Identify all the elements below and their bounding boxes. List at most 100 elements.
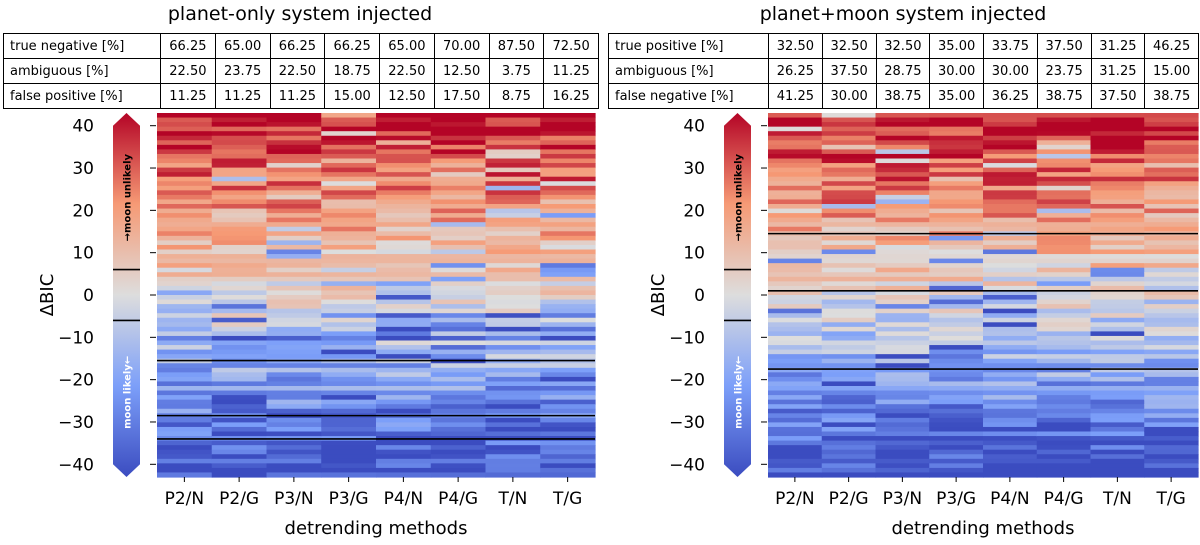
y-tick-label: 0 <box>694 286 705 306</box>
heatmap-cell <box>983 426 1038 433</box>
heatmap-cell <box>211 240 268 246</box>
heatmap-cell <box>376 204 432 210</box>
heatmap-cell <box>875 408 930 414</box>
heatmap-cell <box>983 381 1038 387</box>
heatmap-cell <box>875 331 930 337</box>
y-tick-label: 40 <box>72 117 94 137</box>
heatmap-cell <box>1144 208 1199 214</box>
heatmap-cell <box>211 181 268 187</box>
heatmap-cell <box>768 304 823 310</box>
heatmap-cell <box>1144 340 1199 346</box>
y-tick-label: −40 <box>669 455 705 475</box>
x-tick-label: P3/G <box>936 489 976 509</box>
heatmap-cell <box>1036 204 1092 210</box>
heatmap-cell <box>1036 122 1092 128</box>
heatmap-cell <box>266 313 322 319</box>
heatmap-cell <box>1144 199 1199 205</box>
heatmap-cell <box>1036 440 1092 446</box>
heatmap-cell <box>768 399 823 405</box>
stats-row-label: ambiguous [%] <box>608 58 769 84</box>
heatmap-cell <box>875 308 930 314</box>
heatmap-cell <box>983 422 1038 428</box>
heatmap-cell <box>321 217 377 223</box>
heatmap-cell <box>540 386 596 392</box>
heatmap-cell <box>983 431 1038 437</box>
heatmap-cell <box>485 149 541 155</box>
heatmap-cell <box>211 263 268 269</box>
heatmap-cell <box>376 322 432 328</box>
heatmap-cell <box>929 144 984 150</box>
heatmap-cell <box>485 185 541 191</box>
heatmap-cell <box>266 417 322 423</box>
heatmap-cell <box>157 131 213 137</box>
heatmap-cell <box>540 167 596 173</box>
heatmap-cell <box>430 153 487 160</box>
heatmap-cell <box>768 181 823 187</box>
y-tick-label: 10 <box>683 244 705 264</box>
heatmap-cell <box>430 263 487 269</box>
heatmap-cell <box>1036 386 1092 392</box>
heatmap-cell <box>540 194 596 201</box>
heatmap-cell <box>321 381 377 387</box>
heatmap-cell <box>929 235 984 241</box>
stats-row: false positive [%] 11.25 11.25 11.25 15.00 12… <box>3 83 599 109</box>
heatmap-cell <box>485 135 541 141</box>
heatmap-cell <box>157 163 213 169</box>
heatmap-cell <box>875 213 930 219</box>
heatmap-cell <box>821 263 877 269</box>
heatmap-cell <box>540 204 596 210</box>
heatmap-cell <box>875 217 930 223</box>
heatmap-cell <box>929 263 984 269</box>
heatmap-cell <box>821 417 877 423</box>
heatmap-cell <box>485 208 541 214</box>
stats-cell: 31.25 <box>1090 33 1146 59</box>
heatmap-cell <box>430 285 487 292</box>
heatmap-cell <box>821 463 877 469</box>
heatmap-cell <box>485 467 541 474</box>
heatmap-cell <box>485 395 541 401</box>
heatmap-cell <box>1090 204 1145 210</box>
stats-cell: 38.75 <box>1036 83 1092 109</box>
heatmap-cell <box>983 317 1038 323</box>
heatmap-cell <box>821 176 877 182</box>
heatmap-cell <box>266 240 322 246</box>
heatmap-cell <box>321 440 377 446</box>
heatmap-cell <box>430 367 487 373</box>
heatmap-cell <box>430 467 487 474</box>
heatmap-cell <box>1144 304 1199 310</box>
heatmap-cell <box>1144 399 1199 405</box>
heatmap-cell <box>1090 417 1145 423</box>
heatmap-cell <box>1036 153 1092 160</box>
heatmap-cell <box>1036 358 1092 364</box>
heatmap-cell <box>821 395 877 401</box>
heatmap-cell <box>929 285 984 292</box>
heatmap-cell <box>430 304 487 310</box>
x-tick-label: P2/N <box>775 489 815 509</box>
heatmap-cell <box>1090 172 1145 178</box>
heatmap-cell <box>821 235 877 241</box>
heatmap-cell <box>321 354 377 360</box>
heatmap-cell <box>540 240 596 246</box>
heatmap-cell <box>376 308 432 314</box>
heatmap-cell <box>1144 308 1199 314</box>
heatmap-cell <box>768 126 823 132</box>
heatmap-cell <box>485 295 541 301</box>
x-tick-label: P3/N <box>883 489 923 509</box>
heatmap-cell <box>1036 181 1092 187</box>
heatmap-cell <box>157 295 213 301</box>
heatmap-cell <box>1036 458 1092 464</box>
heatmap-cell <box>1144 358 1199 364</box>
heatmap-cell <box>821 140 877 146</box>
heatmap-cell <box>157 267 213 273</box>
heatmap-cell <box>321 313 377 319</box>
heatmap-cell <box>1036 317 1092 323</box>
heatmap-cell <box>1090 135 1145 141</box>
heatmap-cell <box>1036 463 1092 469</box>
heatmap-cell <box>1036 322 1092 328</box>
heatmap-cell <box>266 472 322 478</box>
heatmap-cell <box>1144 213 1199 219</box>
heatmap-cell <box>929 199 984 205</box>
heatmap-cell <box>321 276 377 282</box>
heatmap-cell <box>376 194 432 201</box>
heatmap-cell <box>266 404 322 410</box>
